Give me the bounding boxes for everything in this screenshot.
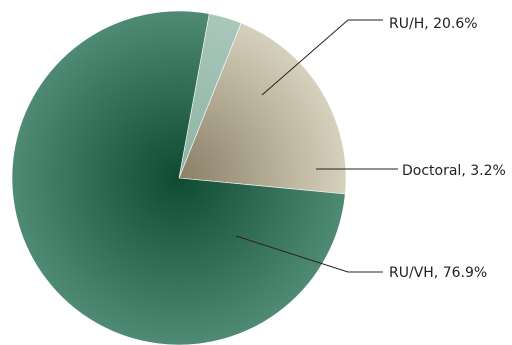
pie-slice-ru-h — [178, 22, 347, 195]
slice-labels: RU/H, 20.6% Doctoral, 3.2% RU/VH, 76.9% — [389, 16, 506, 281]
leader-line-ru-vh — [235, 235, 383, 273]
label-ru-h: RU/H, 20.6% — [389, 16, 478, 32]
pie-slice-ru-vh — [11, 10, 346, 345]
label-doctoral: Doctoral, 3.2% — [402, 163, 506, 179]
pie-slices — [11, 10, 347, 345]
label-ru-vh: RU/VH, 76.9% — [389, 265, 487, 281]
leader-lines — [235, 19, 398, 273]
leader-line-ru-h — [261, 19, 383, 96]
